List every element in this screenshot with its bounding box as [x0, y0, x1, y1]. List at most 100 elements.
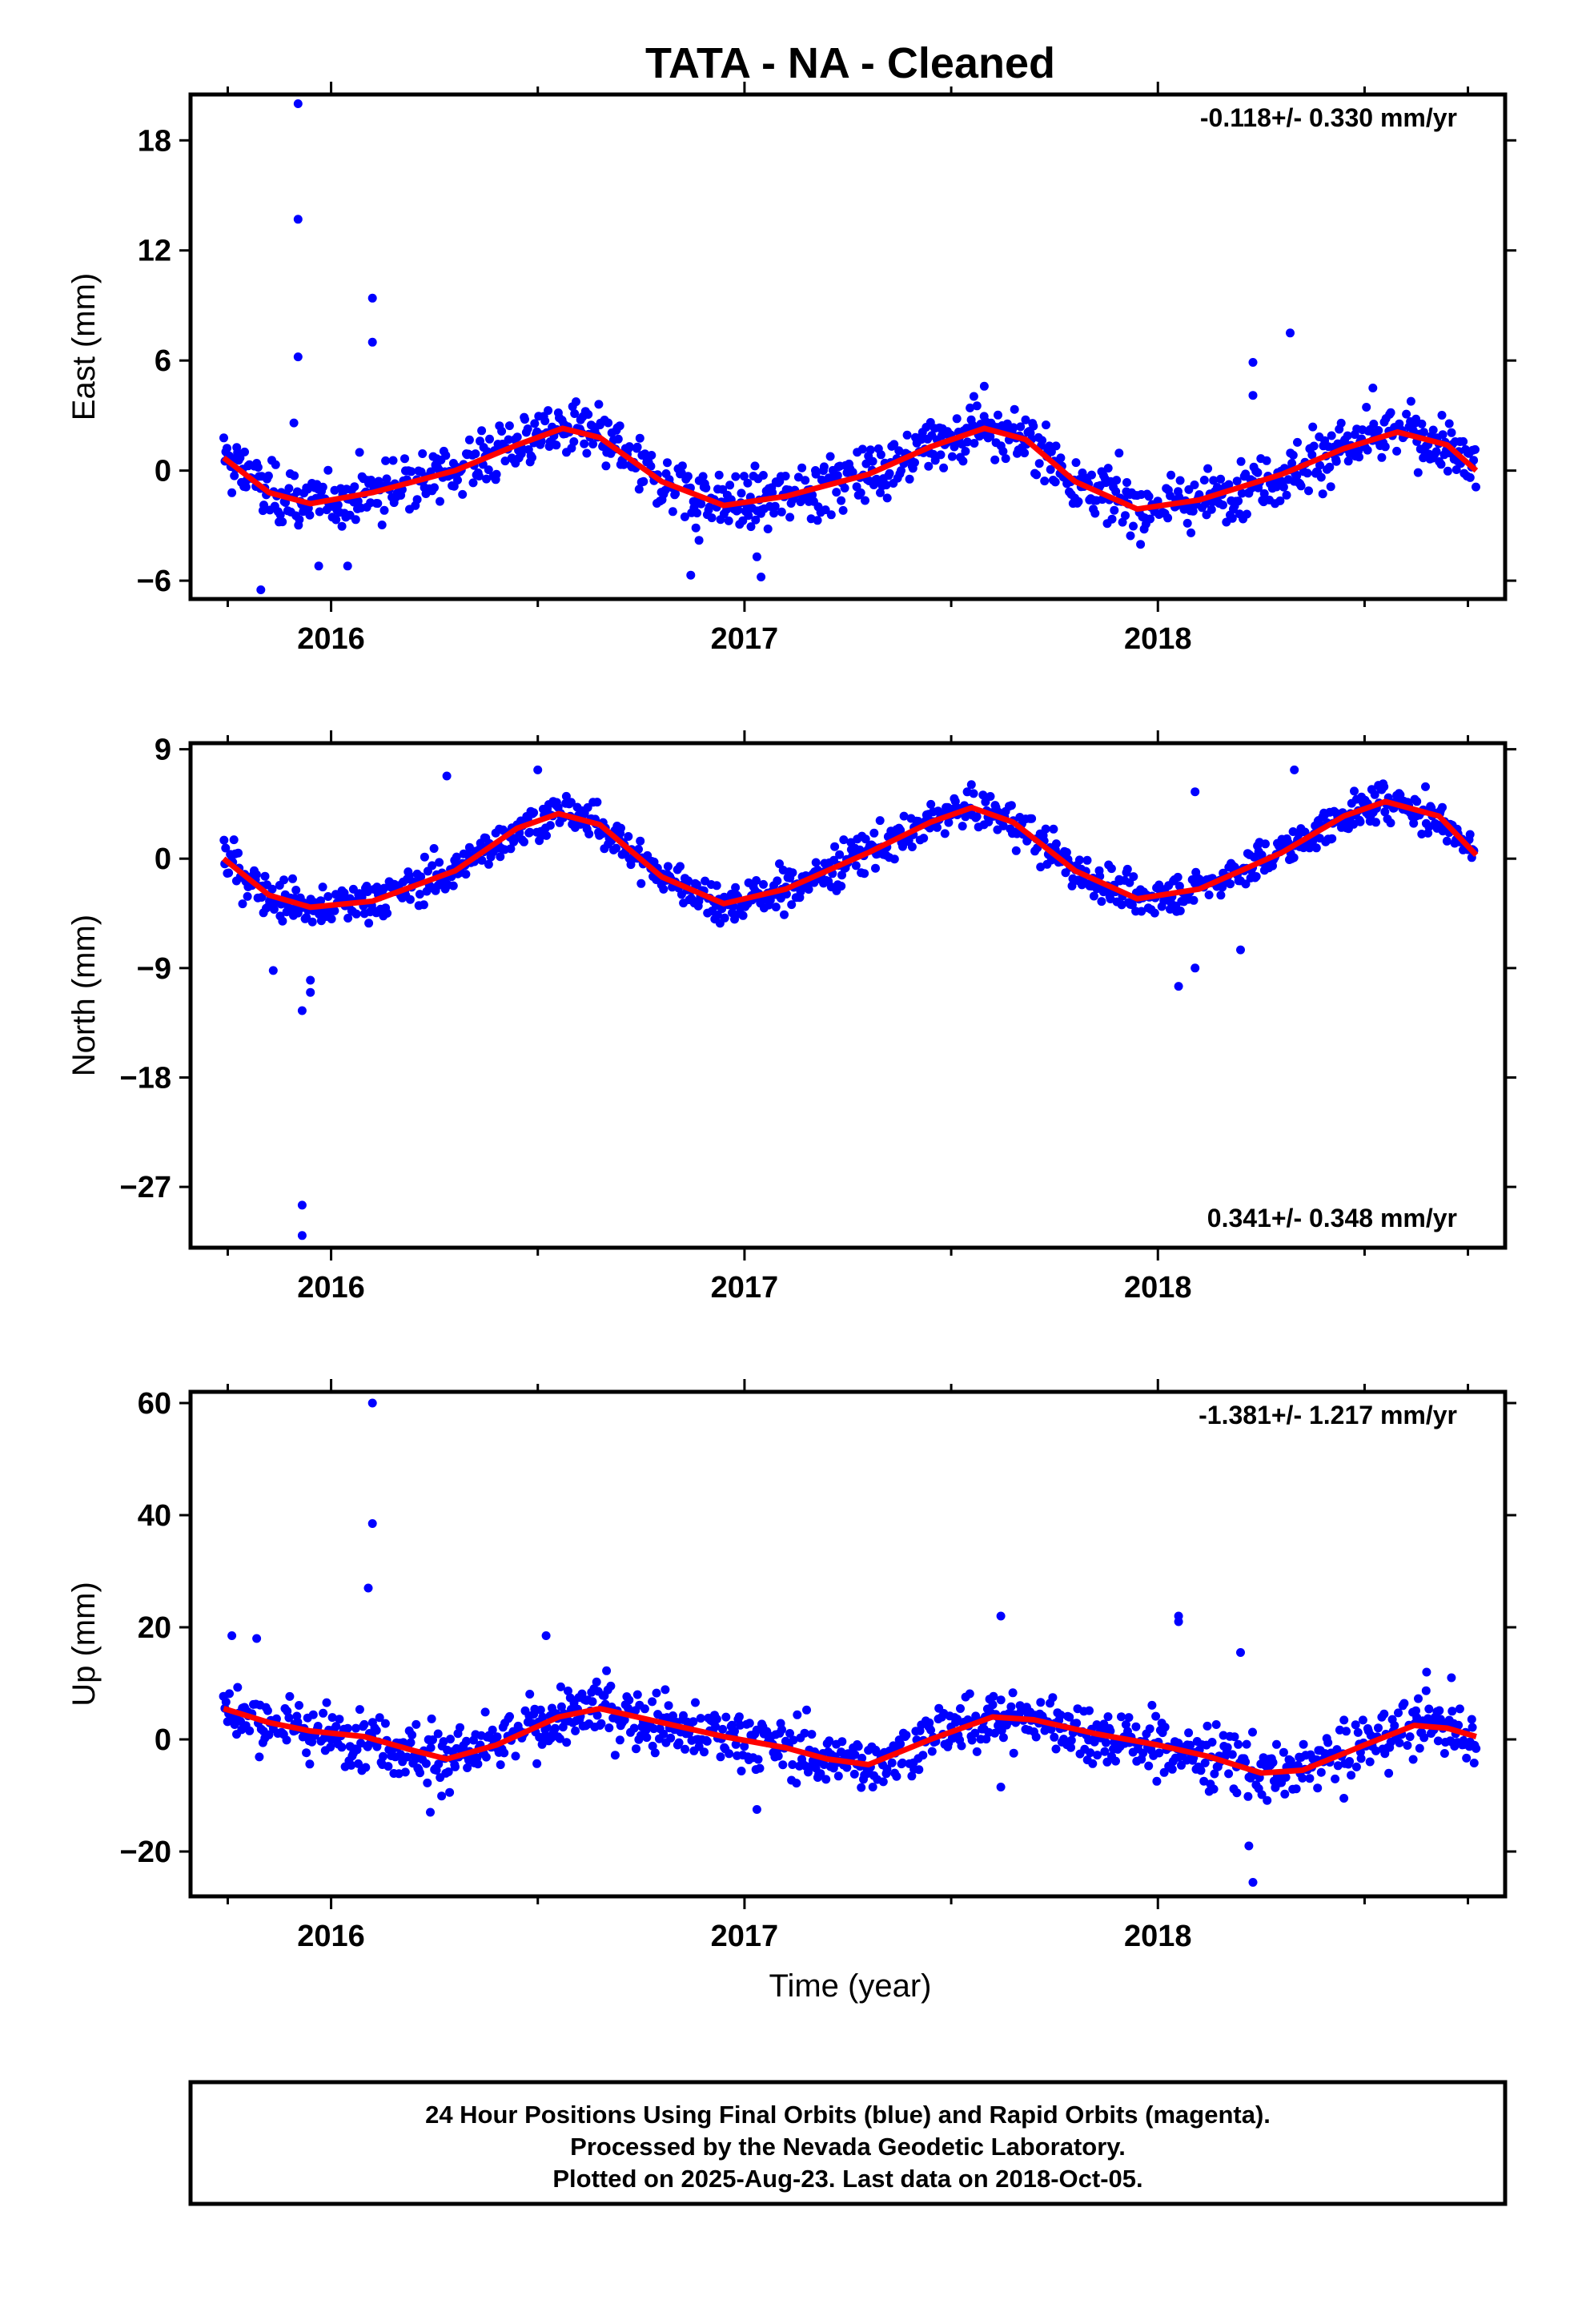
- east-point: [295, 515, 304, 525]
- east-point: [520, 415, 529, 424]
- north-point: [529, 808, 539, 818]
- up-point: [1379, 1709, 1389, 1719]
- up-point: [789, 1735, 798, 1745]
- up-point: [1088, 1759, 1098, 1768]
- north-point: [1106, 864, 1116, 874]
- east-point: [259, 501, 268, 510]
- east-point: [400, 454, 409, 464]
- up-point: [437, 1791, 447, 1801]
- up-y-tick-label: 40: [138, 1499, 171, 1533]
- east-point: [947, 452, 957, 461]
- east-point: [1318, 489, 1327, 499]
- up-point: [295, 1701, 303, 1710]
- east-point: [952, 414, 962, 424]
- east-point: [646, 461, 656, 471]
- east-point: [663, 458, 672, 468]
- east-point: [474, 472, 484, 480]
- north-point: [839, 835, 849, 845]
- up-point: [592, 1711, 602, 1720]
- footer-line-3: Plotted on 2025-Aug-23. Last data on 201…: [552, 2165, 1142, 2193]
- east-point: [1363, 445, 1372, 455]
- east-point: [552, 440, 561, 450]
- east-point: [838, 505, 848, 515]
- north-point: [428, 861, 437, 870]
- up-point: [439, 1737, 448, 1747]
- east-point: [1308, 422, 1318, 432]
- east-outlier-point: [1368, 384, 1378, 392]
- up-point: [556, 1702, 566, 1711]
- up-point: [800, 1728, 809, 1738]
- east-point: [885, 468, 894, 478]
- north-point: [1216, 891, 1226, 900]
- up-point: [285, 1691, 295, 1701]
- north-point: [257, 893, 267, 902]
- east-y-tick-label: 18: [138, 124, 171, 158]
- up-point: [1066, 1735, 1076, 1745]
- up-outlier-point: [1248, 1878, 1258, 1887]
- north-point: [416, 872, 426, 882]
- east-point: [353, 497, 363, 506]
- east-x-tick-label: 2016: [297, 622, 365, 656]
- north-point: [1355, 817, 1365, 826]
- up-point: [1403, 1741, 1412, 1750]
- up-point: [957, 1741, 966, 1751]
- up-point: [326, 1743, 335, 1752]
- east-point: [1377, 452, 1387, 462]
- north-outlier-point: [297, 1006, 307, 1015]
- up-point: [426, 1743, 436, 1752]
- east-x-tick-label: 2017: [711, 622, 779, 656]
- up-point: [632, 1690, 642, 1699]
- east-point: [770, 501, 780, 511]
- east-point: [924, 461, 934, 471]
- up-y-axis-label: Up (mm): [66, 1582, 102, 1707]
- east-point: [990, 455, 1000, 464]
- up-point: [689, 1717, 698, 1727]
- east-point: [1087, 470, 1096, 480]
- east-point: [832, 488, 841, 497]
- east-point: [1406, 396, 1415, 406]
- up-point: [1159, 1767, 1169, 1777]
- up-point: [1356, 1754, 1366, 1763]
- east-point: [1237, 489, 1247, 498]
- east-point: [601, 461, 611, 471]
- north-point: [260, 871, 270, 881]
- north-point: [506, 844, 516, 854]
- north-point: [420, 852, 429, 862]
- up-point: [463, 1763, 472, 1772]
- east-outlier-point: [1248, 358, 1258, 367]
- up-point: [245, 1726, 255, 1735]
- east-outlier-point: [752, 552, 761, 561]
- up-point: [351, 1723, 360, 1733]
- up-point: [1298, 1773, 1307, 1783]
- up-point: [412, 1719, 421, 1729]
- north-point: [1251, 872, 1261, 881]
- east-point: [939, 463, 949, 472]
- up-point: [403, 1752, 412, 1762]
- east-point: [1241, 469, 1251, 479]
- up-point: [650, 1748, 660, 1758]
- east-outlier-point: [694, 536, 704, 545]
- up-point: [1248, 1727, 1257, 1737]
- north-outlier-point: [1174, 982, 1183, 991]
- up-point: [456, 1723, 464, 1732]
- east-point: [290, 471, 299, 480]
- up-point: [1371, 1746, 1381, 1755]
- east-point: [1325, 462, 1335, 472]
- east-point: [634, 485, 644, 494]
- north-point: [405, 895, 415, 904]
- north-point: [998, 821, 1008, 830]
- east-point: [1112, 476, 1122, 485]
- up-point: [1415, 1743, 1424, 1753]
- up-point: [550, 1723, 560, 1733]
- east-point: [477, 426, 487, 436]
- up-point: [319, 1708, 328, 1718]
- north-point: [383, 908, 392, 918]
- east-point: [604, 418, 613, 428]
- north-point: [234, 848, 243, 858]
- up-point: [700, 1747, 709, 1757]
- up-point: [1390, 1721, 1399, 1731]
- up-point: [1351, 1720, 1360, 1730]
- up-point: [918, 1751, 928, 1760]
- east-point: [1121, 511, 1130, 521]
- north-point: [1327, 834, 1337, 843]
